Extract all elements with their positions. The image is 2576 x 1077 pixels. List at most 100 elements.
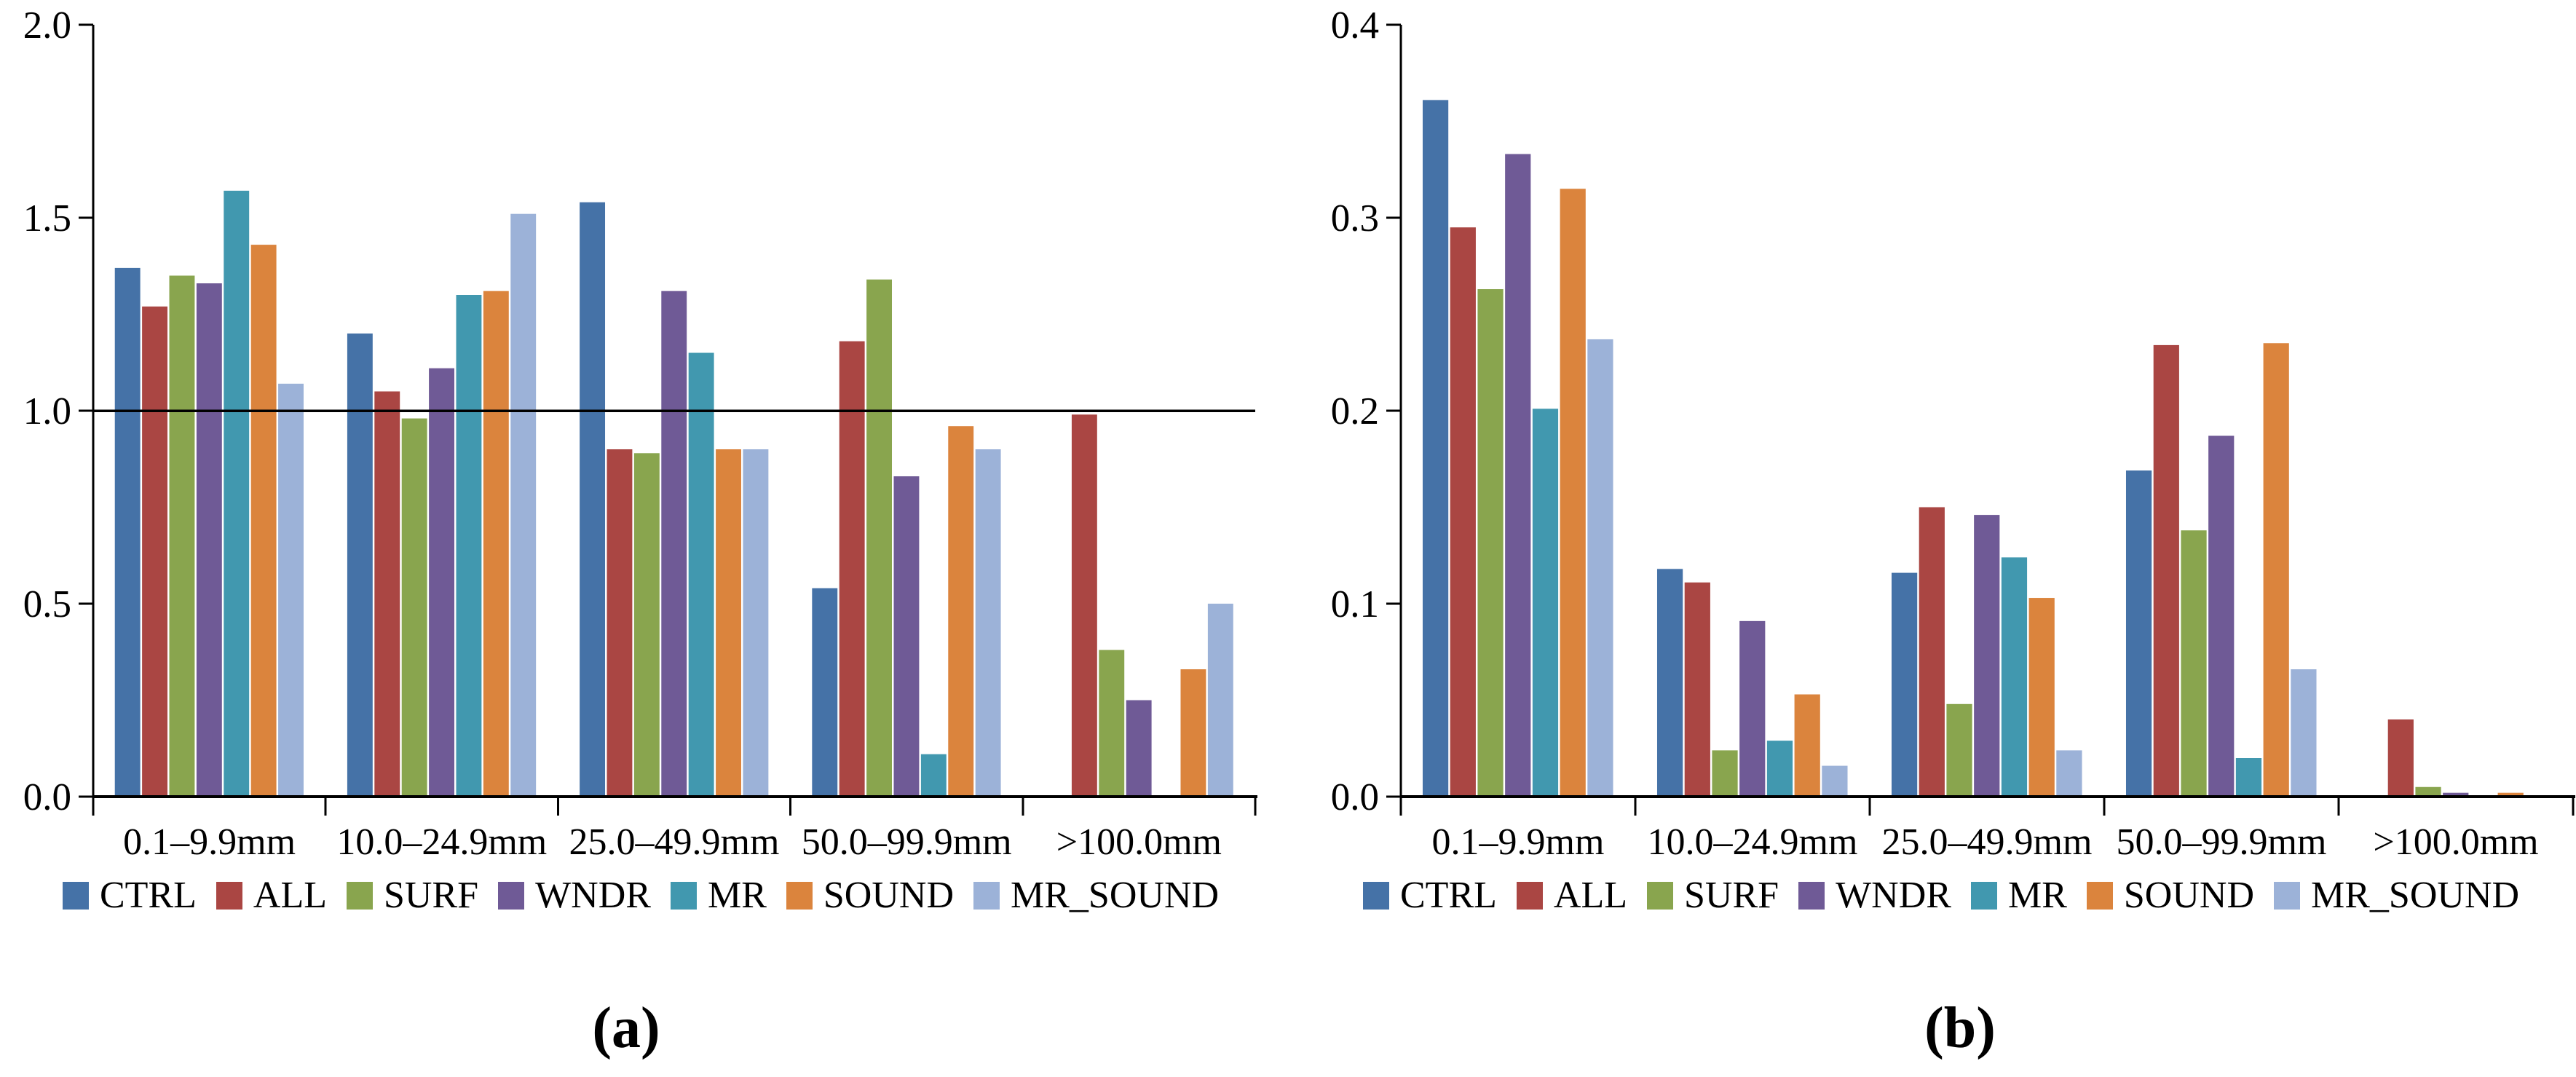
legend-a: CTRL ALL SURF WNDR MR SOUND MR_SOUND	[63, 877, 1219, 915]
bar-WNDR-0	[196, 283, 222, 797]
y-tick-label: 0.1	[1331, 583, 1379, 626]
bar-SOUND-1	[483, 291, 509, 797]
legend-label: WNDR	[1836, 875, 1951, 916]
bar-SOUND-0	[1560, 189, 1586, 797]
legend-swatch	[1647, 882, 1673, 910]
panel-caption-a: (a)	[592, 996, 660, 1060]
legend-label: MR	[707, 875, 767, 916]
legend-swatch	[786, 882, 813, 910]
bar-SOUND-2	[2028, 598, 2055, 797]
bar-WNDR-4	[1126, 700, 1152, 797]
bar-MR-1	[456, 295, 482, 797]
bar-MR_SOUND-4	[1207, 604, 1233, 797]
legend-item: MR	[670, 875, 767, 916]
bar-SOUND-1	[1794, 694, 1820, 797]
chart-panel-a: 0.0 0.5 1.0 1.5 2.0 0.1–9.9mm 10.0–24.9mm 25.0–…	[23, 4, 1257, 863]
bar-SURF-2	[1946, 703, 1972, 797]
x-axis-category-label: >100.0mm	[1056, 821, 1222, 863]
legend-item: MR	[1970, 875, 2067, 916]
legend-label: SURF	[384, 875, 479, 916]
x-axis-category-label: 0.1–9.9mm	[1432, 821, 1605, 863]
bar-SOUND-4	[2497, 792, 2524, 797]
bar-WNDR-3	[893, 476, 920, 797]
legend-label: MR	[2007, 875, 2067, 916]
bar-SURF-1	[1712, 750, 1738, 797]
bar-ALL-4	[2387, 719, 2414, 797]
bar-SURF-0	[169, 275, 195, 797]
bar-MR_SOUND-0	[278, 383, 304, 797]
legend-swatch	[216, 882, 242, 910]
y-tick-label: 0.0	[1331, 776, 1379, 818]
bar-SOUND-3	[948, 426, 974, 797]
x-axis-category-label: 50.0–99.9mm	[802, 821, 1012, 863]
x-axis-category-label: 25.0–49.9mm	[569, 821, 780, 863]
legend-swatch	[2086, 882, 2113, 910]
bar-CTRL-1	[1656, 569, 1683, 797]
bar-MR_SOUND-3	[975, 449, 1001, 797]
legend-label: SURF	[1684, 875, 1779, 916]
legend-label: MR_SOUND	[1011, 875, 1220, 916]
y-tick-label: 0.5	[23, 583, 71, 626]
legend-swatch	[1798, 882, 1825, 910]
x-axis-category-label: 10.0–24.9mm	[336, 821, 547, 863]
bar-CTRL-0	[114, 267, 141, 797]
legend-label: MR_SOUND	[2311, 875, 2520, 916]
bar-MR_SOUND-2	[743, 449, 769, 797]
x-axis-category-label: 0.1–9.9mm	[123, 821, 296, 863]
bar-SOUND-4	[1180, 669, 1206, 797]
bar-WNDR-0	[1505, 154, 1531, 797]
bar-MR-2	[688, 352, 714, 797]
bar-WNDR-1	[1739, 620, 1766, 797]
bar-CTRL-3	[812, 588, 838, 797]
bar-WNDR-2	[661, 291, 687, 797]
bar-ALL-0	[1450, 227, 1476, 797]
legend-swatch	[498, 882, 525, 910]
x-axis-category-label: >100.0mm	[2373, 821, 2538, 863]
legend-item: ALL	[1516, 875, 1627, 916]
legend-label: SOUND	[2123, 875, 2255, 916]
bar-CTRL-3	[2125, 470, 2152, 797]
legend-swatch	[1516, 882, 1543, 910]
legend-item: CTRL	[1363, 877, 1497, 915]
bar-CTRL-0	[1422, 100, 1449, 797]
x-axis-category-label: 25.0–49.9mm	[1882, 821, 2093, 863]
bar-MR_SOUND-1	[1822, 765, 1848, 797]
bar-WNDR-2	[1974, 515, 2000, 797]
panel-caption-b: (b)	[1924, 996, 1996, 1060]
legend-swatch	[973, 882, 1000, 910]
legend-swatch	[1363, 882, 1389, 910]
legend-swatch	[63, 882, 89, 910]
legend-item: CTRL	[63, 877, 197, 915]
bar-SOUND-2	[716, 449, 741, 797]
legend-swatch	[347, 882, 373, 910]
legend-label: ALL	[253, 875, 327, 916]
y-tick-label: 1.0	[23, 390, 71, 433]
bar-SURF-3	[866, 279, 893, 797]
legend-label: CTRL	[100, 875, 197, 916]
legend-item: MR_SOUND	[2274, 877, 2519, 915]
bar-SURF-0	[1477, 289, 1504, 797]
legend-label: ALL	[1553, 875, 1627, 916]
legend-label: CTRL	[1400, 875, 1497, 916]
bar-MR-0	[1532, 409, 1559, 797]
bar-CTRL-1	[347, 334, 373, 797]
y-tick-label: 2.0	[23, 4, 71, 47]
y-tick-label: 0.3	[1331, 197, 1379, 240]
bar-WNDR-3	[2208, 435, 2235, 797]
legend-item: SOUND	[786, 877, 954, 915]
bar-MR-3	[920, 754, 947, 797]
y-tick-label: 0.4	[1331, 4, 1379, 47]
legend-item: WNDR	[498, 877, 651, 915]
bar-SOUND-0	[250, 245, 277, 797]
bar-ALL-4	[1071, 414, 1097, 797]
bar-CTRL-2	[1891, 572, 1918, 797]
legend-item: SOUND	[2086, 875, 2255, 916]
bar-MR_SOUND-2	[2056, 750, 2082, 797]
bar-ALL-2	[1919, 507, 1945, 797]
legend-label: SOUND	[823, 875, 955, 916]
legend-item: SURF	[347, 877, 478, 915]
bar-SURF-4	[1099, 650, 1125, 797]
x-axis-category-label: 10.0–24.9mm	[1648, 821, 1858, 863]
y-tick-label: 0.2	[1331, 390, 1379, 433]
bar-MR-2	[2001, 557, 2028, 797]
